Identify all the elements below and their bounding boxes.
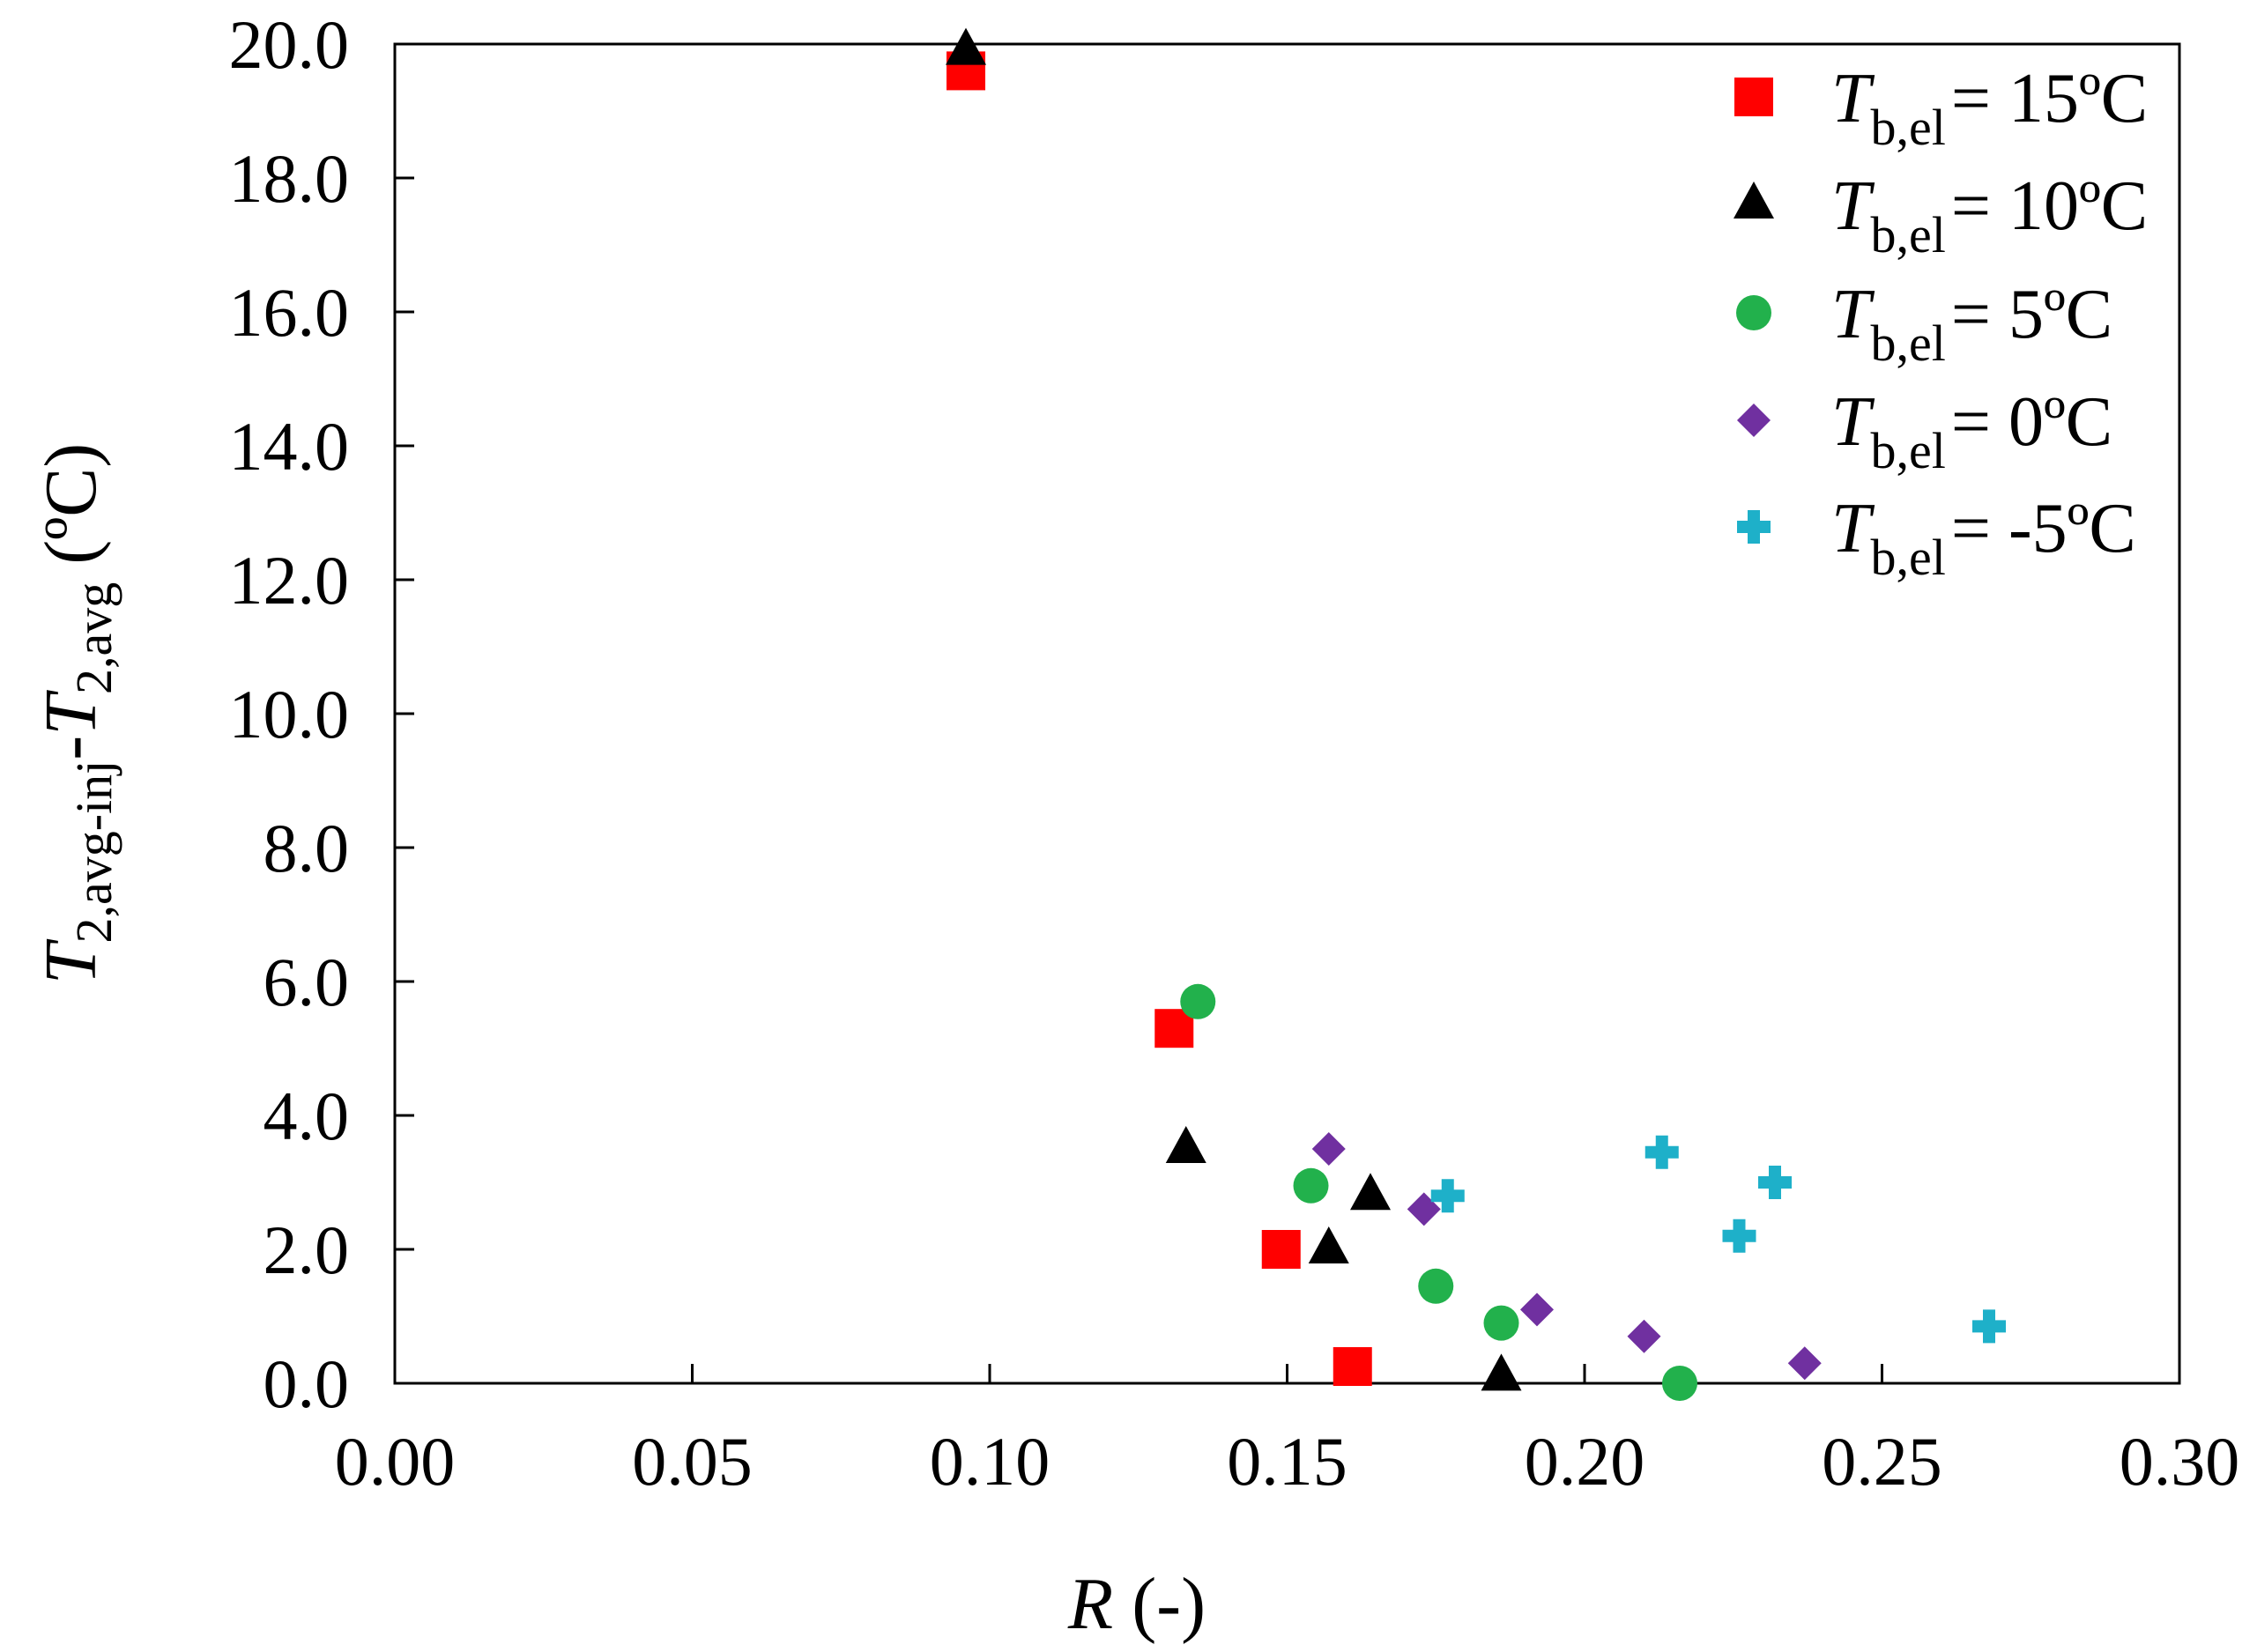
y-axis-dash: - [30,736,112,760]
data-point-cross [1972,1309,2006,1344]
legend-value: = 15ºC [1951,60,2148,137]
legend-marker-diamond [1737,404,1771,437]
y-axis-unit: (ºC) [30,443,112,565]
y-axis-subscript-2: 2,avg [65,582,123,694]
legend-marker-cross [1737,510,1771,544]
legend-label: Tb,el= -5ºC [1831,490,2136,586]
data-point-circle [1180,983,1216,1019]
legend-symbol: T [1831,383,1875,461]
y-tick-label: 0.0 [264,1345,350,1422]
data-point-cross [1722,1219,1756,1253]
legend-symbol: T [1831,167,1875,245]
data-point-triangle [1481,1353,1522,1391]
legend-marker-triangle [1734,181,1774,219]
legend-symbol: T [1831,490,1875,567]
legend-subscript: b,el [1871,422,1946,479]
y-tick-label: 12.0 [229,542,350,619]
x-tick-label: 0.00 [335,1423,456,1500]
legend-value: = -5ºC [1951,490,2136,567]
x-tick-label: 0.20 [1525,1423,1645,1500]
legend-subscript: b,el [1871,315,1946,372]
x-axis-symbol: R [1067,1563,1113,1645]
data-point-circle [1662,1366,1697,1401]
data-point-cross [1644,1135,1679,1169]
y-axis-symbol-1: T [30,938,112,984]
x-tick-label: 0.30 [2120,1423,2240,1500]
legend-label: Tb,el= 5ºC [1831,276,2112,372]
x-tick-label: 0.25 [1822,1423,1942,1500]
data-point-diamond [1311,1132,1346,1166]
legend-subscript: b,el [1871,99,1946,156]
data-point-triangle [1308,1226,1349,1263]
data-point-circle [1293,1167,1329,1204]
x-axis-label: R (-) [1067,1563,1206,1645]
x-tick-label: 0.10 [930,1423,1051,1500]
y-tick-label: 8.0 [264,810,350,886]
data-point-circle [1483,1305,1519,1341]
legend-value: = 5ºC [1951,276,2112,353]
y-tick-label: 14.0 [229,408,350,485]
legend-symbol: T [1831,276,1875,353]
legend-subscript: b,el [1871,529,1946,586]
data-points [946,27,2006,1401]
y-tick-label: 10.0 [229,676,350,752]
legend-symbol: T [1831,60,1875,137]
data-point-cross [1758,1166,1792,1199]
legend-marker-circle [1736,295,1771,330]
legend-value: = 10ºC [1951,167,2148,245]
y-tick-label: 4.0 [264,1078,350,1154]
data-point-cross [1430,1179,1465,1213]
y-tick-label: 20.0 [229,6,350,83]
x-tick-label: 0.05 [632,1423,753,1500]
data-point-square [1333,1347,1372,1386]
legend-label: Tb,el= 0ºC [1831,383,2112,479]
data-point-diamond [1520,1293,1554,1327]
y-tick-label: 2.0 [264,1211,350,1288]
data-point-circle [1418,1268,1454,1304]
data-point-square [1261,1230,1301,1269]
y-axis-label: T2,avg-inj-T2,avg(ºC) [30,443,123,985]
legend-label: Tb,el= 10ºC [1831,167,2148,263]
data-point-triangle [946,27,986,65]
axis-ticks [393,42,2181,1385]
tick-labels: 0.00 0.05 0.10 0.15 0.20 0.25 0.30 0.0 2.0 4.0 6.0… [229,6,2240,1500]
data-point-diamond [1787,1346,1822,1381]
legend-value: = 0ºC [1951,383,2112,461]
data-point-diamond [1627,1319,1661,1353]
x-axis-unit: (-) [1113,1563,1206,1645]
y-axis-subscript-1: 2,avg-inj [65,760,123,944]
data-point-triangle [1165,1126,1206,1163]
legend-subscript: b,el [1871,206,1946,263]
data-point-triangle [1350,1173,1391,1211]
y-tick-label: 18.0 [229,140,350,217]
y-axis-symbol-2: T [30,690,112,736]
x-tick-label: 0.15 [1227,1423,1348,1500]
legend-label: Tb,el= 15ºC [1831,60,2148,156]
y-tick-label: 16.0 [229,274,350,351]
legend-marker-square [1734,78,1773,116]
y-tick-label: 6.0 [264,944,350,1020]
